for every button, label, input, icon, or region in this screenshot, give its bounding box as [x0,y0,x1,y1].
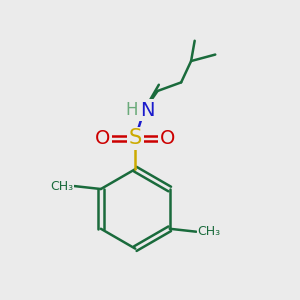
Text: O: O [95,129,111,148]
Text: O: O [160,129,176,148]
Text: N: N [140,101,154,120]
Text: CH₃: CH₃ [198,225,221,238]
Text: CH₃: CH₃ [50,180,73,193]
Text: H: H [125,101,138,119]
Text: S: S [129,128,142,148]
